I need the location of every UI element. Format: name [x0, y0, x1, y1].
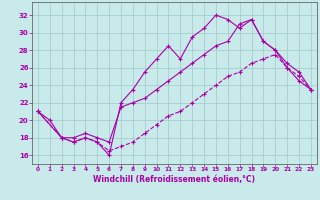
X-axis label: Windchill (Refroidissement éolien,°C): Windchill (Refroidissement éolien,°C): [93, 175, 255, 184]
